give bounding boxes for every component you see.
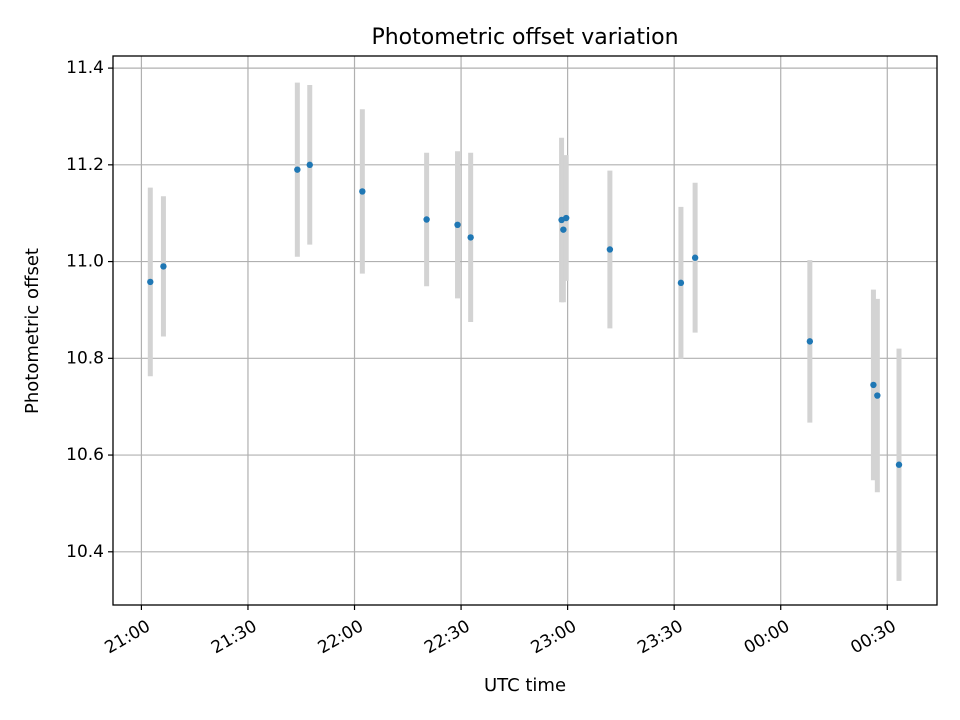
x-axis-title: UTC time xyxy=(484,675,566,696)
data-point xyxy=(467,234,474,241)
data-point xyxy=(454,221,461,229)
data-point xyxy=(895,461,903,468)
data-point xyxy=(160,263,167,270)
x-tick-label: 00:00 xyxy=(741,616,793,658)
plot-frame xyxy=(112,55,938,606)
plot-background xyxy=(113,56,937,605)
x-tick-label: 00:30 xyxy=(847,616,899,658)
x-tick-label: 21:30 xyxy=(208,616,260,658)
chart-title: Photometric offset variation xyxy=(371,25,678,50)
data-point xyxy=(874,392,881,399)
y-tick-label: 10.6 xyxy=(66,445,104,465)
data-point xyxy=(563,214,570,222)
data-point xyxy=(606,246,614,253)
x-tick-label: 21:00 xyxy=(101,616,153,658)
y-axis-ticks: 10.4 10.6 10.8 11.0 11.2 11.4 xyxy=(66,58,113,562)
x-tick-label: 22:00 xyxy=(315,616,367,658)
data-point xyxy=(677,279,685,287)
data-point xyxy=(560,226,567,233)
y-tick-label: 11.2 xyxy=(66,155,104,175)
data-point xyxy=(870,381,877,389)
x-axis-ticks: 21:00 21:30 22:00 22:30 23:00 23:30 00:00 00:30 xyxy=(101,605,900,658)
data-point xyxy=(306,161,313,169)
data-point xyxy=(691,254,699,261)
data-point xyxy=(423,216,430,223)
y-axis-title: Photometric offset xyxy=(22,248,43,414)
x-tick-label: 23:00 xyxy=(528,616,580,658)
y-tick-label: 11.4 xyxy=(66,58,104,78)
x-tick-label: 22:30 xyxy=(421,616,473,658)
data-points xyxy=(147,161,903,468)
grid xyxy=(113,56,937,605)
data-point xyxy=(359,188,366,195)
y-tick-label: 10.4 xyxy=(66,542,104,562)
data-point xyxy=(294,166,301,173)
data-point xyxy=(147,278,154,286)
y-tick-label: 11.0 xyxy=(66,252,104,272)
x-tick-label: 23:30 xyxy=(634,616,686,658)
y-tick-label: 10.8 xyxy=(66,348,104,368)
data-point xyxy=(806,338,814,345)
